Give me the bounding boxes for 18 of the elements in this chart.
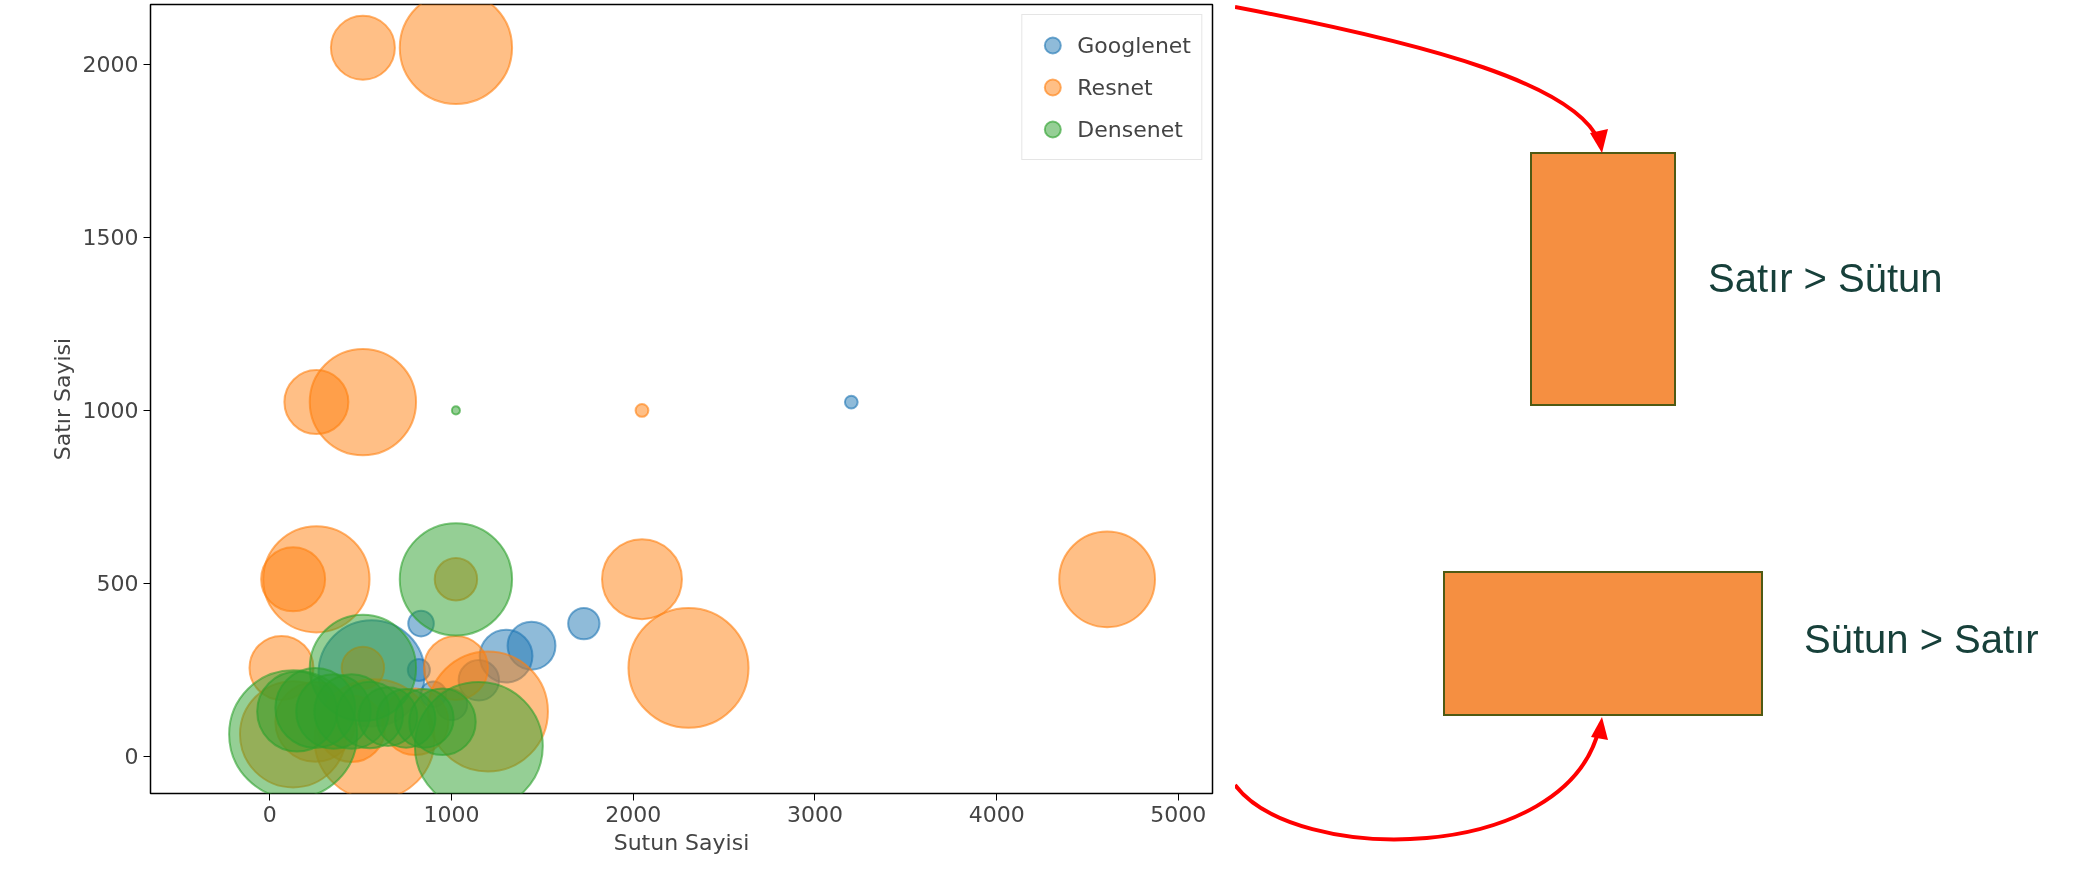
x-tick-label: 2000 — [605, 801, 662, 827]
text: Sütun > Satır — [1804, 616, 2039, 661]
x-tick-label: 3000 — [786, 801, 843, 827]
y-tick-label: 1000 — [82, 398, 139, 424]
x-tick-label: 5000 — [1150, 801, 1207, 827]
text: Satır > Sütun — [1708, 255, 1943, 300]
x-axis-title: Sutun Sayisi — [613, 829, 750, 855]
y-tick-label: 0 — [124, 744, 139, 770]
legend-label: Densenet — [1077, 116, 1183, 142]
x-tick-label: 4000 — [968, 801, 1025, 827]
y-tick-label: 500 — [96, 571, 139, 597]
y-tick-label: 2000 — [82, 52, 139, 78]
legend-label: Googlenet — [1077, 32, 1191, 58]
y-axis-title: Satır Sayisi — [49, 337, 75, 461]
x-tick-label: 0 — [262, 801, 277, 827]
y-tick-label: 1500 — [82, 225, 139, 251]
x-tick-label: 1000 — [423, 801, 480, 827]
legend-label: Resnet — [1077, 74, 1153, 100]
